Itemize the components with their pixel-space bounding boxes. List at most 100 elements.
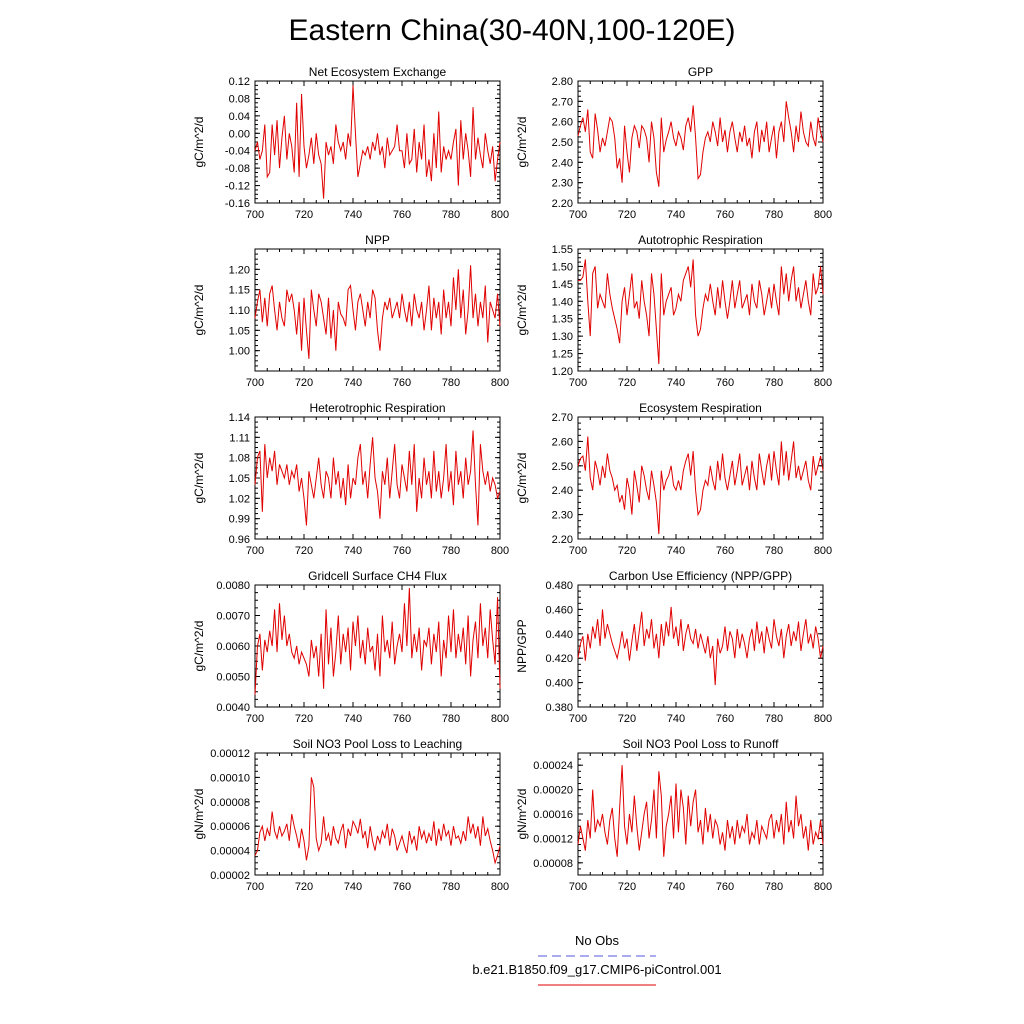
x-tick-label: 800 [814, 377, 832, 389]
y-tick-label: 1.20 [552, 366, 573, 378]
series-line [577, 765, 824, 857]
x-tick-label: 700 [569, 713, 587, 725]
x-tick-label: 700 [569, 881, 587, 893]
y-tick-label: 0.00024 [533, 760, 573, 772]
y-tick-label: 0.0050 [216, 672, 250, 684]
y-tick-label: 0.08 [229, 93, 250, 105]
panel-title: Ecosystem Respiration [639, 401, 762, 415]
y-tick-label: 0.00016 [533, 809, 573, 821]
y-tick-label: 2.80 [552, 76, 573, 88]
y-tick-label: 1.11 [229, 432, 250, 444]
x-tick-label: 760 [716, 209, 734, 221]
x-tick-label: 780 [765, 713, 783, 725]
x-tick-label: 740 [344, 713, 362, 725]
x-tick-label: 780 [765, 881, 783, 893]
x-tick-label: 760 [393, 713, 411, 725]
panels: Net Ecosystem Exchange 700 720 740 760 780 800… [192, 65, 832, 893]
x-tick-label: 700 [569, 209, 587, 221]
x-tick-label: 720 [295, 209, 313, 221]
y-tick-label: 0.12 [229, 76, 250, 88]
y-tick-label: -0.12 [225, 181, 250, 193]
y-tick-label: 0.00012 [533, 833, 573, 845]
x-tick-label: 760 [393, 881, 411, 893]
legend: No Obs b.e21.B1850.f09_g17.CMIP6-piContro… [472, 933, 722, 986]
x-tick-label: 720 [618, 713, 636, 725]
plot-frame [254, 584, 501, 708]
x-tick-label: 700 [569, 545, 587, 557]
y-tick-label: 1.00 [229, 346, 250, 358]
plot-frame [577, 752, 824, 876]
y-tick-label: 2.20 [552, 198, 573, 210]
series-line [254, 588, 501, 695]
y-tick-label: 2.30 [552, 510, 573, 522]
x-tick-label: 740 [344, 881, 362, 893]
y-tick-label: 0.440 [545, 629, 573, 641]
series-line [578, 259, 824, 365]
y-tick-label: 1.30 [552, 331, 573, 343]
x-tick-label: 800 [814, 545, 832, 557]
panel-title: Soil NO3 Pool Loss to Leaching [293, 737, 462, 751]
y-tick-label: 0.0040 [216, 702, 250, 714]
panel-9: Soil NO3 Pool Loss to Leaching 700 720 740 7… [192, 737, 509, 893]
y-tick-label: 1.14 [229, 412, 250, 424]
y-tick-label: 0.00 [229, 128, 250, 140]
plot-frame [577, 416, 824, 540]
plot-frame [577, 248, 824, 372]
x-tick-label: 740 [344, 377, 362, 389]
y-tick-label: 0.400 [545, 678, 573, 690]
y-tick-label: 0.0070 [216, 611, 250, 623]
y-tick-label: 1.25 [552, 349, 573, 361]
panel-10: Soil NO3 Pool Loss to Runoff 700 720 740 760… [515, 737, 832, 893]
x-tick-label: 720 [618, 377, 636, 389]
y-tick-label: 2.30 [552, 178, 573, 190]
y-tick-label: 1.45 [552, 279, 573, 291]
x-tick-label: 740 [344, 209, 362, 221]
y-tick-label: 1.15 [229, 285, 250, 297]
x-tick-label: 740 [667, 545, 685, 557]
y-tick-label: -0.08 [225, 163, 250, 175]
y-tick-label: 2.50 [552, 461, 573, 473]
x-tick-label: 760 [393, 209, 411, 221]
x-tick-label: 780 [765, 545, 783, 557]
y-tick-label: 2.40 [552, 157, 573, 169]
y-tick-label: 1.40 [552, 296, 573, 308]
series-line [254, 85, 501, 199]
panel-5: Heterotrophic Respiration 700 720 740 760 780… [192, 401, 509, 557]
x-tick-label: 720 [295, 713, 313, 725]
y-tick-label: 1.10 [229, 305, 250, 317]
panel-6: Ecosystem Respiration 700 720 740 760 780 800 2… [515, 401, 832, 557]
y-tick-label: 2.50 [552, 137, 573, 149]
plot-frame [254, 80, 501, 204]
x-tick-label: 700 [246, 881, 264, 893]
x-tick-label: 780 [442, 713, 460, 725]
x-tick-label: 720 [618, 545, 636, 557]
y-axis-label: gC/m^2/d [192, 117, 206, 168]
x-tick-label: 800 [491, 881, 509, 893]
x-tick-label: 800 [491, 713, 509, 725]
x-tick-label: 800 [814, 713, 832, 725]
x-tick-label: 760 [716, 713, 734, 725]
y-tick-label: 0.0080 [216, 580, 250, 592]
panel-8: Carbon Use Efficiency (NPP/GPP) 700 720 740… [515, 569, 832, 725]
panel-1: Net Ecosystem Exchange 700 720 740 760 780 800… [192, 65, 509, 221]
y-tick-label: 0.00006 [210, 821, 250, 833]
x-tick-label: 780 [442, 209, 460, 221]
y-tick-label: 0.96 [229, 534, 250, 546]
x-tick-label: 700 [246, 545, 264, 557]
y-tick-label: 0.00008 [210, 797, 250, 809]
y-tick-label: 2.70 [552, 412, 573, 424]
y-tick-label: 0.99 [229, 514, 250, 526]
x-tick-label: 740 [344, 545, 362, 557]
x-tick-label: 700 [246, 377, 264, 389]
panel-title: Net Ecosystem Exchange [309, 65, 447, 79]
y-axis-label: NPP/GPP [515, 619, 529, 672]
x-tick-label: 720 [618, 209, 636, 221]
y-tick-label: 0.0060 [216, 641, 250, 653]
x-tick-label: 700 [246, 209, 264, 221]
series-line [254, 265, 501, 359]
y-tick-label: 1.50 [552, 261, 573, 273]
y-tick-label: 0.420 [545, 653, 573, 665]
x-tick-label: 740 [667, 881, 685, 893]
plot-frame [577, 584, 824, 708]
